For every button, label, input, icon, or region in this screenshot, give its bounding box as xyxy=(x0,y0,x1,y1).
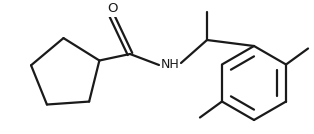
Text: NH: NH xyxy=(161,59,179,72)
Text: O: O xyxy=(107,3,117,16)
